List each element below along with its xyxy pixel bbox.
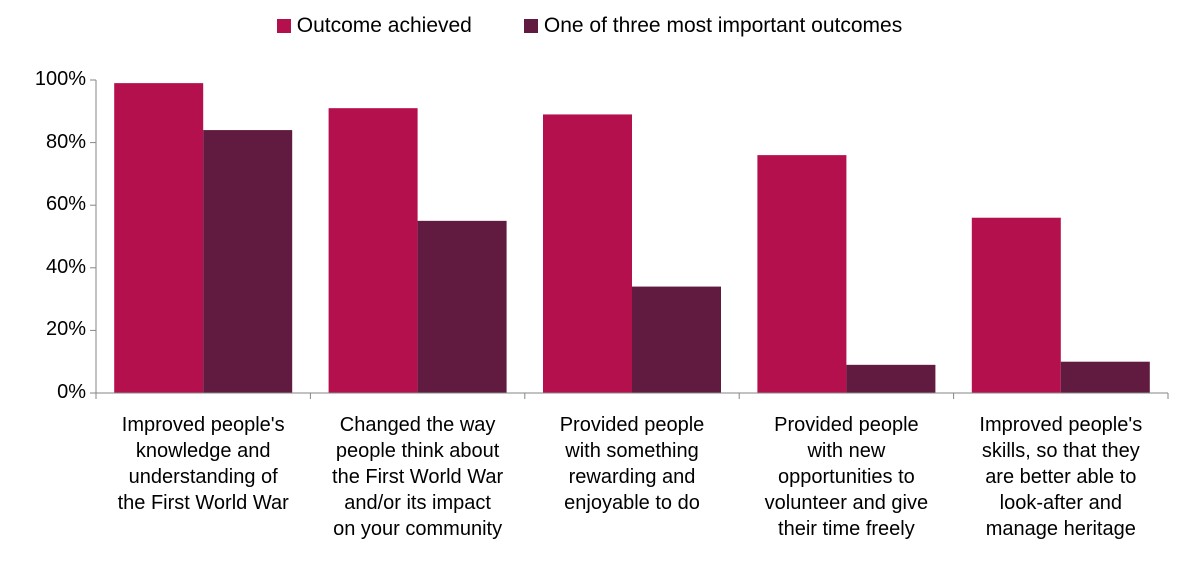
x-category-label: Improved people's skills, so that they a… bbox=[979, 414, 1143, 540]
x-category-label: Provided people with new opportunities t… bbox=[764, 414, 929, 540]
bar-outcome-achieved-2 bbox=[328, 108, 418, 394]
x-category-label: Changed the way people think about the F… bbox=[332, 414, 504, 540]
y-tick-label: 80% bbox=[45, 130, 86, 153]
bar-outcome-achieved-5 bbox=[971, 217, 1061, 393]
bar-most-important-5 bbox=[1060, 361, 1150, 393]
bar-outcome-achieved-3 bbox=[543, 114, 632, 394]
bar-most-important-1 bbox=[203, 130, 293, 393]
legend-label-most-important: One of three most important outcomes bbox=[543, 14, 903, 37]
y-tick-label: 40% bbox=[45, 255, 86, 278]
x-category-label: Improved people's knowledge and understa… bbox=[117, 414, 289, 514]
legend-item-outcome-achieved: Outcome achieved bbox=[276, 14, 472, 38]
bar-most-important-2 bbox=[417, 220, 507, 393]
chart-legend: Outcome achieved One of three most impor… bbox=[0, 14, 1179, 38]
bar-most-important-3 bbox=[632, 286, 721, 393]
y-tick-label: 20% bbox=[45, 318, 86, 341]
legend-swatch-outcome-achieved bbox=[276, 19, 291, 33]
y-tick-label: 0% bbox=[57, 381, 86, 403]
bar-outcome-achieved-4 bbox=[757, 155, 847, 393]
legend-label-outcome-achieved: Outcome achieved bbox=[296, 14, 472, 37]
legend-swatch-most-important bbox=[523, 19, 538, 33]
y-tick-label: 60% bbox=[45, 193, 86, 216]
bar-outcome-achieved-1 bbox=[114, 83, 204, 393]
legend-item-most-important: One of three most important outcomes bbox=[523, 14, 903, 38]
y-tick-label: 100% bbox=[34, 68, 86, 90]
bar-most-important-4 bbox=[846, 364, 936, 393]
x-category-label: Provided people with something rewarding… bbox=[559, 414, 705, 514]
